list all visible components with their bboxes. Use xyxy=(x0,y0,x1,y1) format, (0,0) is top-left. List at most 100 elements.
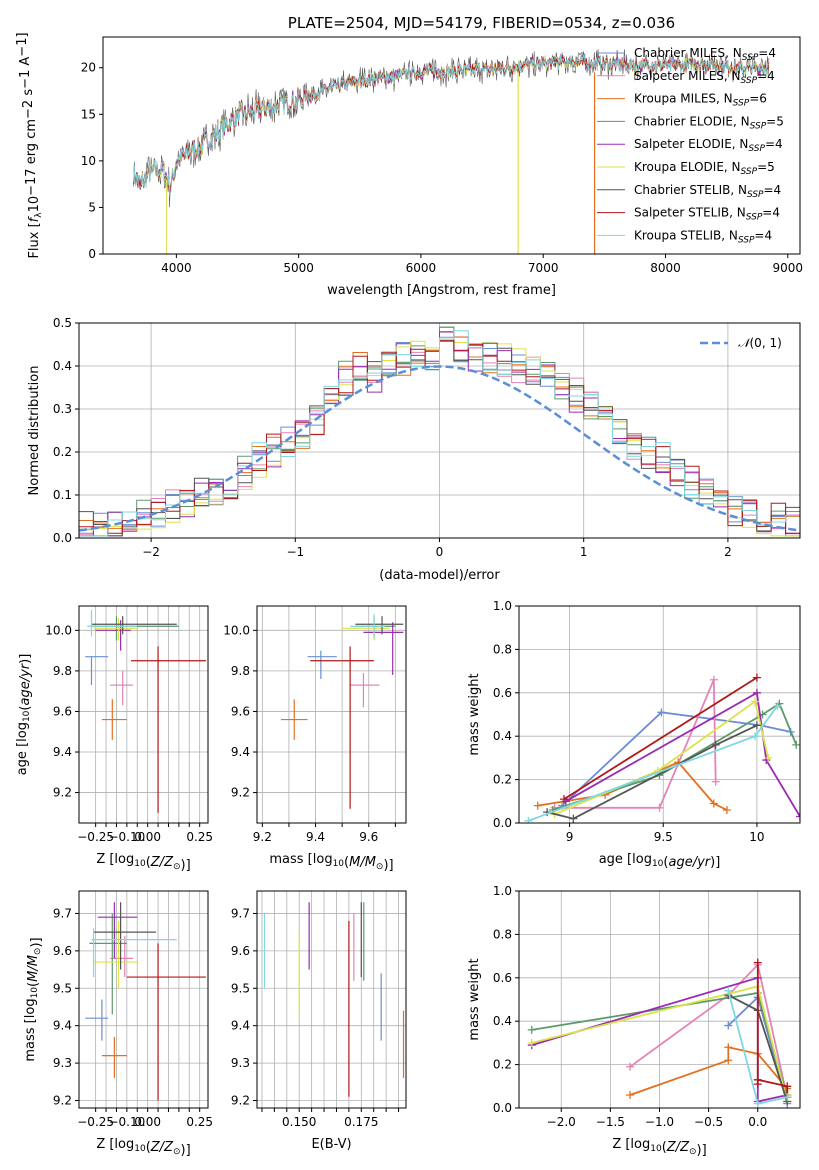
panel-0: 4000 5000 6000 7000 8000 9000 0 5 10 15 20 PLATE=25… xyxy=(15,14,803,298)
y-tick-label: 9.2 xyxy=(231,786,250,800)
label-part: mass [log xyxy=(23,998,38,1061)
y-tick-label: 0.4 xyxy=(493,729,512,743)
x-tick-label: 0.175 xyxy=(344,1115,378,1129)
y-tick-label: 5 xyxy=(88,200,96,214)
plot-area-5 xyxy=(85,902,206,1101)
label-part: erg cm xyxy=(24,119,39,168)
label-part: E(B-V) xyxy=(311,1137,351,1152)
panel-5: −0.25−0.100.00 0.25 9.2 9.3 9.4 9.5 9.6 9.7 Z [l… xyxy=(23,890,213,1158)
label-part: ⊙ xyxy=(376,862,384,872)
y-tick-label: 9.6 xyxy=(231,944,250,958)
y-tick-label: 9.3 xyxy=(231,1056,250,1070)
legend-tail: =4 xyxy=(762,206,780,220)
mass-weight-marker xyxy=(773,701,782,710)
panel-7: −2.0 −1.5 −1.0 −0.5 0.0 0.0 0.2 0.4 0.6 0.8 1.0 Z [… xyxy=(467,884,801,1158)
y-tick-label: 10.0 xyxy=(45,623,72,637)
label-part: 10 xyxy=(30,987,40,999)
y-tick-label: 9.2 xyxy=(231,1094,250,1108)
y-tick-label: 15 xyxy=(81,107,96,121)
y-tick-label: 0.6 xyxy=(493,686,512,700)
legend-sub: SSP xyxy=(738,235,755,245)
axes-frame xyxy=(102,36,801,255)
legend-entry: 𝒩(0, 1) xyxy=(738,336,782,350)
y-tick-label: 0.0 xyxy=(493,816,512,830)
panel-1: −2 −1 0 1 2 0.0 0.1 0.2 0.3 0.4 0.5 (data-model)/er… xyxy=(27,316,801,583)
label-part: )] xyxy=(710,855,720,870)
mass-weight-marker xyxy=(753,1099,762,1108)
mass-weight-marker xyxy=(751,732,760,741)
x-tick-label: −2 xyxy=(142,545,160,559)
y-axis-label: age [log10(age/yr)] xyxy=(15,654,33,776)
label-part: A xyxy=(18,57,33,70)
x-tick-label: 4000 xyxy=(161,261,192,275)
label-part: Normed distribution xyxy=(27,366,42,496)
y-tick-label: 9.8 xyxy=(231,664,250,678)
y-tick-label: 9.7 xyxy=(53,906,72,920)
x-tick-label: 9.4 xyxy=(306,830,325,844)
label-part: Z [log xyxy=(96,1137,134,1152)
label-part: Flux [ xyxy=(27,222,42,258)
label-part: mass [log xyxy=(269,852,332,867)
legend-entry: Chabrier STELIB, NSSP=4 xyxy=(634,183,781,200)
mass-weight-marker xyxy=(792,740,800,749)
x-tick-label: 9.5 xyxy=(654,830,673,844)
label-part: 10 xyxy=(652,859,664,869)
y-tick-label: 9.8 xyxy=(53,664,72,678)
mass-weight-marker xyxy=(527,1025,536,1034)
y-tick-label: 10.0 xyxy=(223,623,250,637)
spectrum-series-8 xyxy=(133,53,769,196)
label-part: f xyxy=(27,215,42,222)
y-tick-label: 9.7 xyxy=(231,906,250,920)
y-tick-label: 0.2 xyxy=(493,1058,512,1072)
legend-entry: Salpeter MILES, NSSP=4 xyxy=(634,69,775,86)
mass-weight-series-1 xyxy=(629,962,789,1098)
mass-weight-series-7 xyxy=(563,676,758,800)
x-tick-label: 0.0 xyxy=(748,1115,767,1129)
label-part: Z/Z xyxy=(150,855,174,870)
mass-weight-marker xyxy=(796,812,800,821)
plot-area-6 xyxy=(263,902,405,1097)
label-part: M/M xyxy=(26,955,41,982)
y-tick-label: 9.4 xyxy=(53,745,72,759)
label-part: 10 xyxy=(134,1144,146,1154)
histogram-series-8 xyxy=(79,330,800,537)
mass-weight-marker xyxy=(569,814,578,823)
y-tick-label: 0.2 xyxy=(493,773,512,787)
x-axis-label: E(B-V) xyxy=(311,1137,351,1152)
legend-sub: SSP xyxy=(746,213,763,223)
legend-text: Kroupa MILES, N xyxy=(634,92,733,106)
plot-area-0 xyxy=(133,49,770,254)
label-part: age/yr xyxy=(668,855,711,870)
reference-gaussian xyxy=(79,365,800,532)
x-tick-label: 0.150 xyxy=(282,1115,316,1129)
x-tick-label: 2 xyxy=(724,545,732,559)
legend-sub: SSP xyxy=(741,76,758,86)
y-tick-label: 0.6 xyxy=(493,971,512,985)
y-tick-label: 9.6 xyxy=(53,704,72,718)
x-tick-label: 9000 xyxy=(772,261,803,275)
label-part: ⊙ xyxy=(33,948,43,956)
label-part: Z/Z xyxy=(666,1140,690,1155)
mass-weight-marker xyxy=(752,673,761,682)
y-tick-label: 20 xyxy=(81,61,96,75)
axes-frame xyxy=(256,890,407,1109)
x-tick-label: 5000 xyxy=(283,261,314,275)
mass-weight-marker xyxy=(752,721,761,730)
y-tick-label: 10 xyxy=(81,154,96,168)
x-tick-label: −1.0 xyxy=(645,1115,674,1129)
legend-entry: Kroupa ELODIE, NSSP=5 xyxy=(634,160,775,177)
x-tick-label: −0.25 xyxy=(77,830,114,844)
x-tick-label: 0.00 xyxy=(134,1115,161,1129)
label-part: ( xyxy=(146,855,151,870)
legend-sub: SSP xyxy=(741,167,758,177)
label-part: Z [log xyxy=(612,1137,650,1152)
y-tick-label: 9.5 xyxy=(53,981,72,995)
mass-weight-marker xyxy=(626,1062,635,1071)
legend-text: Chabrier STELIB, N xyxy=(634,183,747,197)
x-tick-label: −0.10 xyxy=(108,1115,145,1129)
mass-weight-marker xyxy=(751,697,760,706)
label-part: 10 xyxy=(22,710,32,722)
x-tick-label: 10 xyxy=(749,830,764,844)
x-tick-label: −0.10 xyxy=(108,830,145,844)
